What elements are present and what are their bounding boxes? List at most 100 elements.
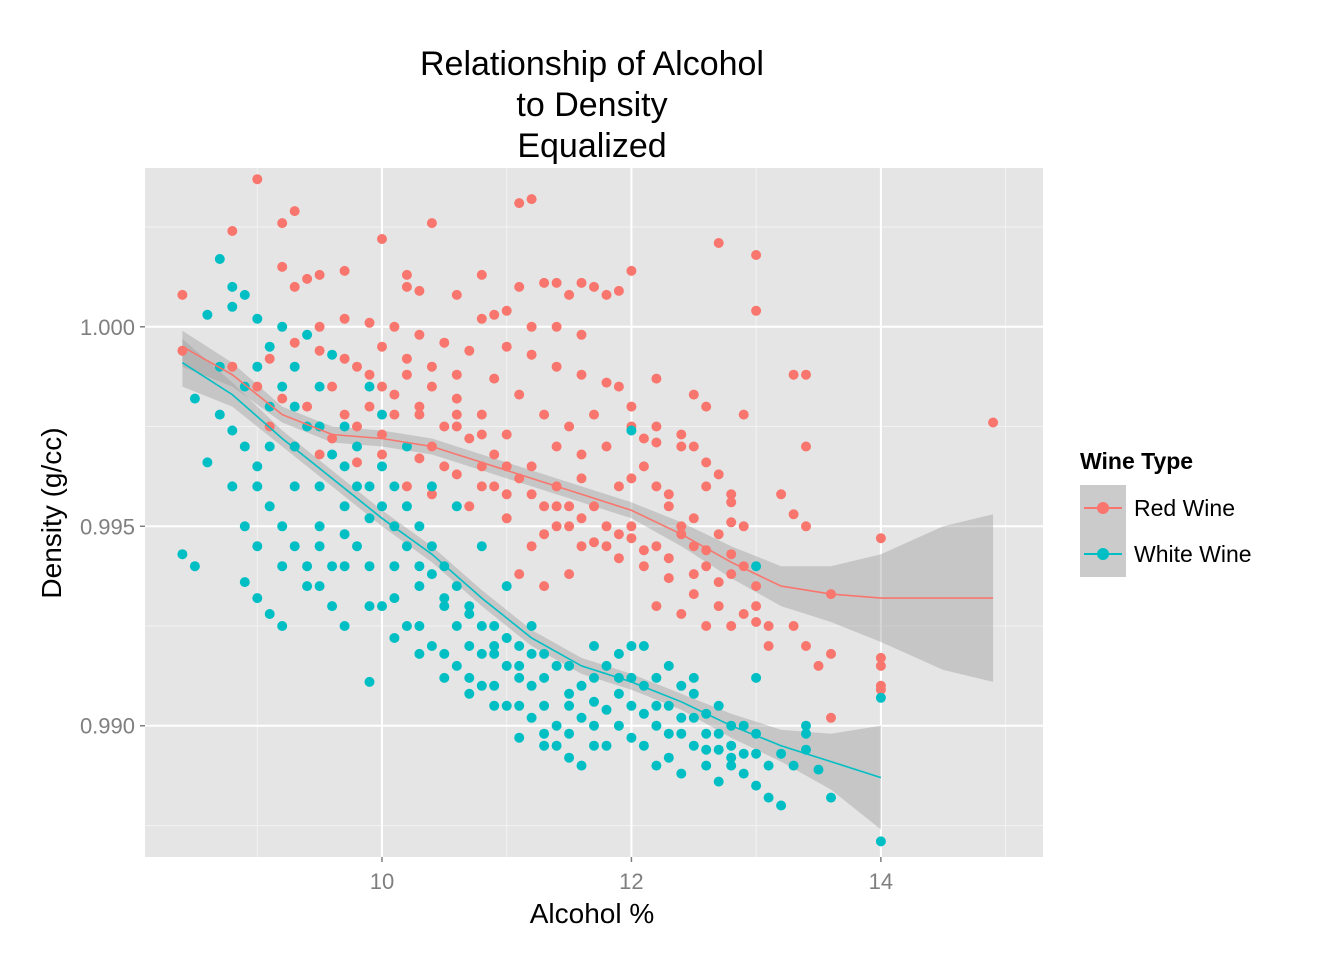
white-wine-point (589, 720, 599, 731)
red-wine-point (676, 441, 687, 452)
white-wine-point (414, 648, 425, 659)
white-wine-point (339, 501, 350, 512)
red-wine-point (788, 369, 799, 380)
red-wine-point (451, 289, 462, 300)
red-wine-point (551, 521, 562, 532)
red-wine-point (638, 561, 649, 572)
red-wine-point (539, 529, 550, 540)
red-wine-point (389, 409, 400, 420)
white-wine-point (576, 712, 587, 723)
red-wine-point (576, 473, 587, 484)
red-wine-point (601, 541, 612, 552)
white-wine-point (189, 393, 200, 404)
red-wine-point (364, 317, 375, 328)
white-wine-point (389, 593, 400, 604)
white-wine-point (426, 569, 437, 580)
white-wine-point (377, 461, 387, 472)
white-wine-point (464, 688, 475, 699)
red-wine-point (464, 501, 475, 512)
white-wine-point (489, 680, 500, 691)
chart-title-line-3: Equalized (517, 127, 667, 165)
white-wine-point (264, 401, 275, 412)
white-wine-point (327, 349, 338, 360)
legend-key-white-wine (1080, 531, 1126, 577)
red-wine-point (501, 489, 512, 500)
red-wine-point (277, 218, 288, 229)
red-wine-point (613, 285, 624, 296)
red-wine-point (688, 589, 699, 600)
confidence-bands (182, 330, 994, 830)
white-wine-point (364, 381, 375, 392)
white-wine-point (264, 501, 275, 512)
red-wine-point (526, 194, 537, 205)
red-wine-point (227, 361, 238, 372)
white-wine-point (638, 740, 649, 751)
y-axis-label: Density (g/cc) (36, 427, 67, 599)
white-wine-point (564, 728, 575, 739)
red-wine-point (601, 441, 612, 452)
red-wine-point (451, 409, 462, 420)
white-wine-point (352, 441, 362, 452)
red-wine-point (701, 621, 712, 631)
white-wine-point (763, 792, 774, 803)
white-wine-point (638, 708, 649, 719)
white-wine-point (364, 561, 375, 572)
legend: Wine Type Red Wine White Wine (1080, 448, 1252, 577)
red-wine-point (426, 361, 437, 372)
red-wine-point (676, 429, 687, 440)
red-wine-point (501, 305, 512, 316)
red-wine-point (501, 429, 512, 440)
red-wine-point (663, 489, 674, 500)
red-wine-point (988, 417, 999, 428)
white-wine-point (526, 648, 537, 659)
white-wine-point (401, 541, 412, 552)
red-wine-point (576, 277, 587, 288)
white-wine-point (439, 593, 450, 604)
white-wine-point (277, 621, 288, 631)
red-wine-point (514, 198, 525, 209)
white-wine-point (589, 696, 599, 707)
legend-label-red-wine: Red Wine (1134, 494, 1235, 521)
red-wine-point (389, 321, 400, 332)
white-wine-point (239, 289, 250, 300)
red-wine-point (663, 553, 674, 564)
white-wine-point (663, 728, 674, 739)
red-wine-point (252, 174, 263, 185)
white-wine-point (501, 581, 512, 592)
white-wine-point (414, 521, 425, 532)
red-wine-point (613, 529, 624, 540)
white-wine-point (277, 321, 288, 332)
white-wine-point (514, 672, 525, 683)
red-wine-point (763, 621, 774, 631)
white-wine-point (277, 521, 288, 532)
white-wine-point (227, 481, 238, 492)
red-wine-point (327, 433, 338, 444)
white-wine-point (314, 521, 325, 532)
white-wine-point (451, 621, 462, 631)
white-wine-point (539, 740, 550, 751)
red-wine-point (439, 461, 450, 472)
red-wine-point (289, 206, 300, 217)
white-wine-point (489, 700, 500, 711)
white-wine-point (738, 768, 749, 779)
red-wine-point (377, 234, 387, 244)
white-wine-point (239, 441, 250, 452)
white-wine-point (439, 672, 450, 683)
red-wine-point (451, 469, 462, 480)
white-wine-point (626, 425, 637, 436)
red-wine-point (539, 277, 550, 288)
white-wine-point (801, 728, 811, 739)
red-wine-point (651, 481, 662, 492)
white-wine-point (202, 309, 213, 320)
red-wine-point (426, 218, 437, 229)
white-wine-point (227, 301, 238, 312)
white-wine-point (801, 720, 811, 731)
red-wine-point (439, 337, 450, 348)
white-wine-point (302, 561, 313, 572)
red-wine-point (601, 377, 612, 388)
red-wine-point (339, 353, 350, 364)
white-wine-point (663, 752, 674, 763)
white-wine-point (564, 660, 575, 671)
white-wine-point (701, 760, 712, 771)
red-wine-point (589, 409, 599, 420)
